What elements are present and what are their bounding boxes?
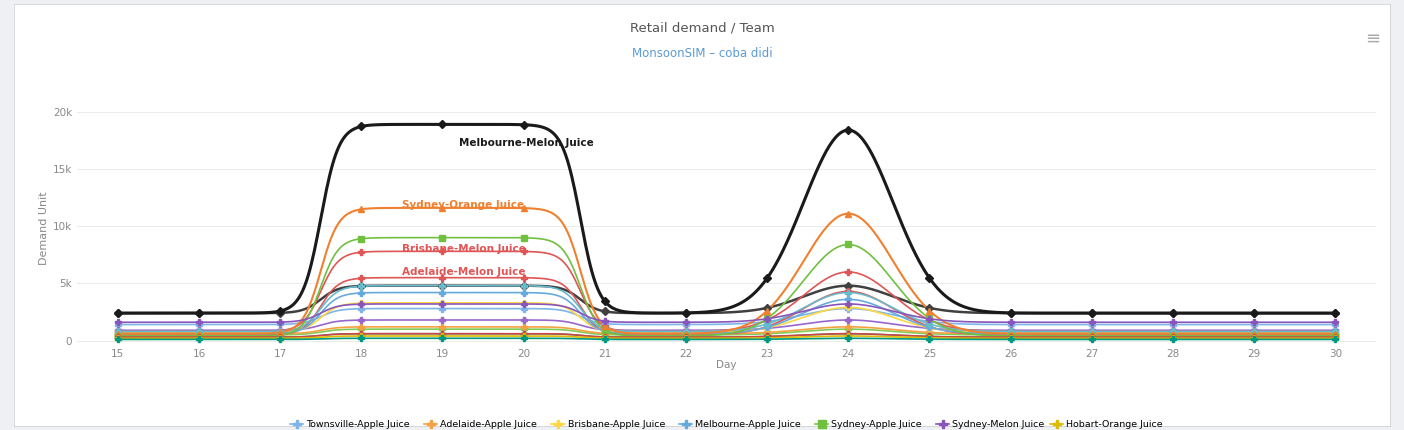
Y-axis label: Demand Unit: Demand Unit xyxy=(39,191,49,265)
Text: MonsoonSIM – coba didi: MonsoonSIM – coba didi xyxy=(632,47,772,60)
Text: Sydney-Orange Juice: Sydney-Orange Juice xyxy=(402,200,524,210)
Text: Brisbane-Melon Juice: Brisbane-Melon Juice xyxy=(402,245,525,255)
Text: Melbourne-Melon Juice: Melbourne-Melon Juice xyxy=(459,138,594,148)
Text: Adelaide-Melon Juice: Adelaide-Melon Juice xyxy=(402,267,525,277)
Legend: Townsville-Apple Juice, Townsville-Orange Juice, Townsville-Melon Juice, Adelaid: Townsville-Apple Juice, Townsville-Orang… xyxy=(288,418,1165,430)
Text: Retail demand / Team: Retail demand / Team xyxy=(629,22,775,34)
X-axis label: Day: Day xyxy=(716,360,737,370)
Text: ≡: ≡ xyxy=(1366,30,1380,48)
